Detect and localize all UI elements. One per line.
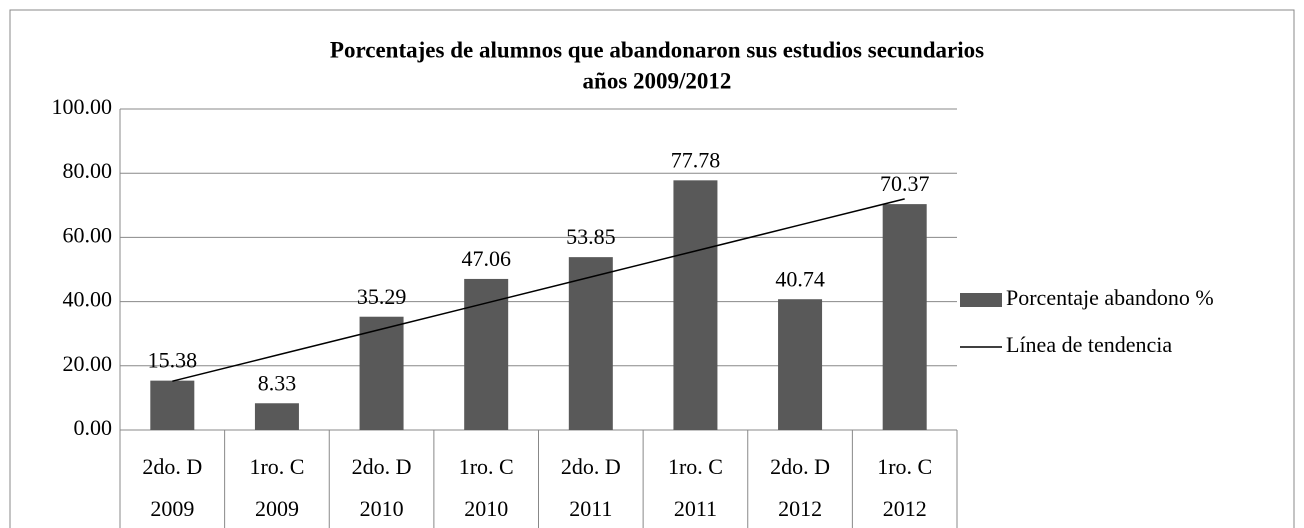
chart-title: Porcentajes de alumnos que abandonaron s… <box>330 37 984 62</box>
x-tick-label: 2010 <box>360 496 404 521</box>
trend-line <box>172 198 905 382</box>
x-tick-label: 2012 <box>778 496 822 521</box>
bar <box>359 316 404 430</box>
x-tick-label: 2011 <box>569 496 612 521</box>
x-tick-label: 2do. D <box>770 454 830 479</box>
chart-title: años 2009/2012 <box>583 68 732 93</box>
x-tick-label: 2do. D <box>352 454 412 479</box>
legend-label: Línea de tendencia <box>1006 332 1172 357</box>
y-tick-label: 20.00 <box>63 351 113 376</box>
data-label: 40.74 <box>775 266 825 291</box>
data-label: 47.06 <box>461 246 511 271</box>
bar <box>882 204 927 430</box>
x-tick-label: 2011 <box>674 496 717 521</box>
bar <box>464 278 509 430</box>
y-tick-label: 60.00 <box>63 222 113 247</box>
x-tick-label: 2009 <box>150 496 194 521</box>
x-tick-label: 1ro. C <box>249 454 304 479</box>
x-tick-label: 2012 <box>883 496 927 521</box>
bar <box>254 403 299 430</box>
bar <box>673 180 718 430</box>
data-label: 70.37 <box>880 171 930 196</box>
x-tick-label: 2do. D <box>561 454 621 479</box>
legend-swatch <box>960 293 1002 307</box>
y-tick-label: 100.00 <box>52 94 113 119</box>
x-tick-label: 1ro. C <box>459 454 514 479</box>
y-tick-label: 0.00 <box>74 415 113 440</box>
x-tick-label: 1ro. C <box>877 454 932 479</box>
data-label: 35.29 <box>357 284 407 309</box>
data-label: 53.85 <box>566 224 616 249</box>
x-tick-label: 2009 <box>255 496 299 521</box>
data-label: 15.38 <box>148 348 198 373</box>
chart-border <box>9 9 1295 528</box>
bar <box>568 257 613 430</box>
data-label: 8.33 <box>258 370 297 395</box>
bar <box>150 380 195 430</box>
x-tick-label: 2010 <box>464 496 508 521</box>
bar <box>778 299 823 430</box>
y-tick-label: 40.00 <box>63 287 113 312</box>
y-tick-label: 80.00 <box>63 158 113 183</box>
legend-label: Porcentaje abandono % <box>1006 285 1214 310</box>
x-tick-label: 2do. D <box>142 454 202 479</box>
data-label: 77.78 <box>671 147 721 172</box>
x-tick-label: 1ro. C <box>668 454 723 479</box>
